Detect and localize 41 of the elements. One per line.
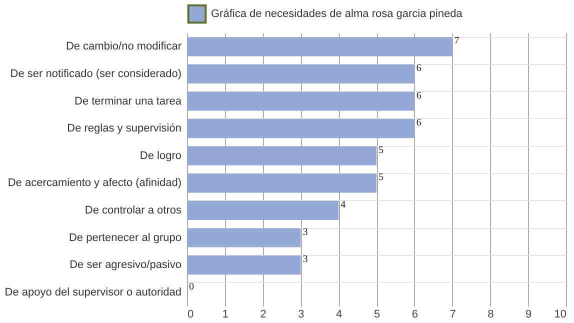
- x-tick-label: 2: [260, 308, 266, 320]
- data-label: 6: [416, 62, 422, 74]
- bar: [187, 118, 414, 138]
- data-label: 6: [416, 118, 422, 129]
- data-label: 0: [189, 281, 194, 292]
- y-tick-label: De pertenecer al grupo: [68, 232, 182, 244]
- y-tick-label: De terminar una tarea: [74, 95, 182, 108]
- bar: [187, 146, 376, 166]
- bar: [187, 37, 452, 56]
- bar: [187, 64, 414, 84]
- bar: [187, 92, 414, 111]
- data-label: 5: [378, 144, 384, 156]
- x-tick-label: 8: [488, 308, 494, 320]
- y-tick-label: De ser notificado (ser considerado): [10, 68, 182, 80]
- y-tick-label: De cambio/no modificar: [66, 40, 182, 53]
- data-label: 3: [302, 254, 308, 266]
- x-tick-label: 3: [298, 308, 304, 320]
- x-tick-label: 0: [188, 308, 194, 320]
- bar: [187, 228, 301, 248]
- x-tick-label: 7: [450, 308, 456, 320]
- data-label: 5: [378, 172, 384, 184]
- y-tick-label: De logro: [140, 150, 182, 162]
- data-label: 4: [340, 199, 346, 210]
- legend-label: Gráfica de necesidades de alma rosa garcia pineda: [211, 8, 464, 20]
- y-tick-label: De acercamiento y afecto (afinidad): [8, 177, 182, 190]
- data-label: 7: [454, 36, 460, 47]
- bar: [187, 174, 376, 193]
- y-tick-label: De reglas y supervisión: [67, 122, 182, 135]
- y-tick-label: De ser agresivo/pasivo: [70, 259, 182, 272]
- x-tick-label: 5: [374, 308, 380, 320]
- data-label: 6: [416, 90, 422, 102]
- x-tick-label: 6: [412, 308, 418, 320]
- y-tick-label: De controlar a otros: [84, 204, 182, 216]
- x-tick-label: 1: [222, 308, 228, 320]
- x-tick-label: 10: [554, 308, 566, 320]
- bar: [187, 200, 339, 220]
- y-tick-label: De apoyo del supervisor o autoridad: [4, 286, 182, 298]
- x-tick-label: 4: [336, 308, 342, 320]
- bar: [187, 255, 301, 275]
- x-tick-label: 9: [526, 308, 532, 320]
- data-label: 3: [302, 226, 308, 238]
